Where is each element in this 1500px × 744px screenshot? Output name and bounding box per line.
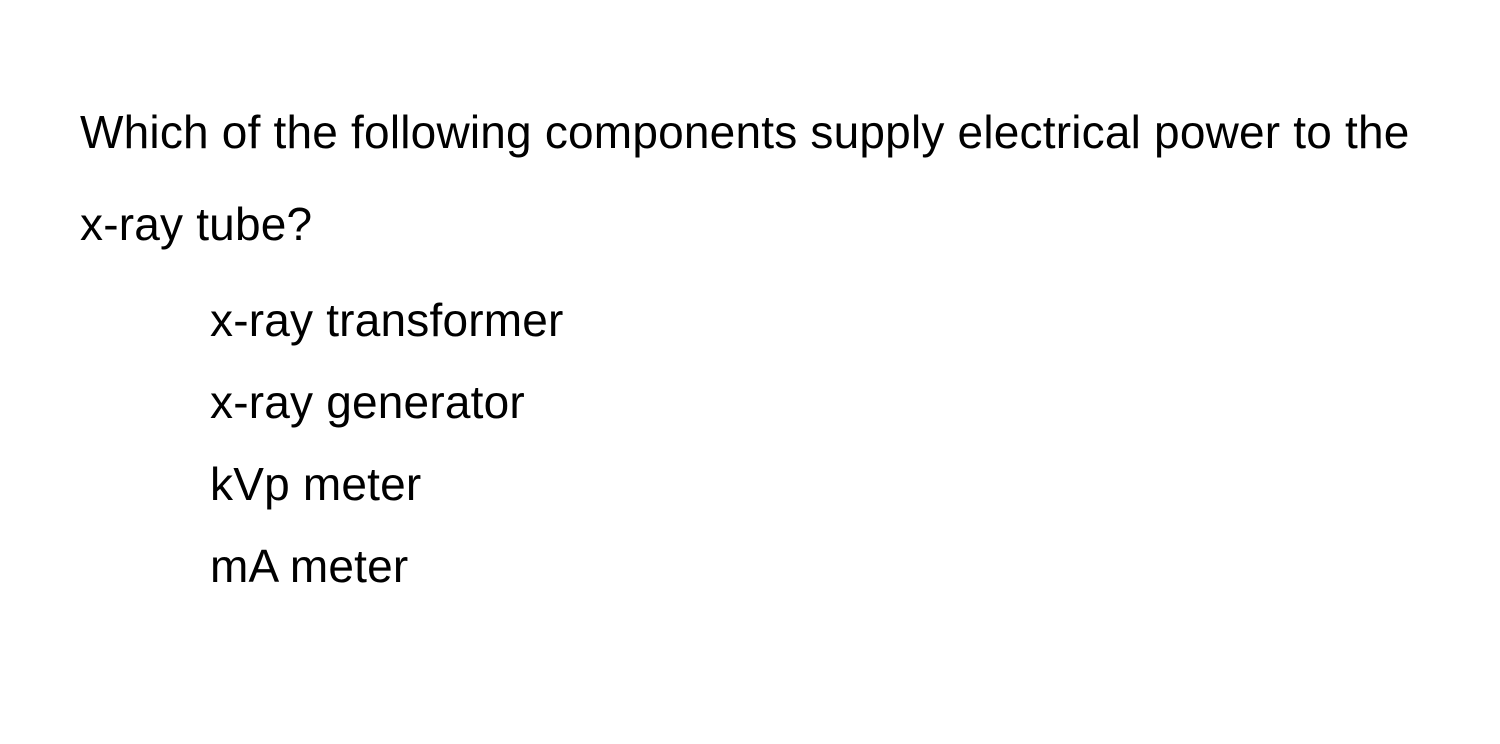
question-prompt: Which of the following components supply…	[80, 86, 1420, 270]
options-list: x-ray transformer x-ray generator kVp me…	[80, 270, 1420, 608]
option-item: x-ray generator	[210, 362, 1420, 444]
question-container: Which of the following components supply…	[0, 0, 1500, 608]
option-item: x-ray transformer	[210, 280, 1420, 362]
option-item: kVp meter	[210, 444, 1420, 526]
option-item: mA meter	[210, 526, 1420, 608]
